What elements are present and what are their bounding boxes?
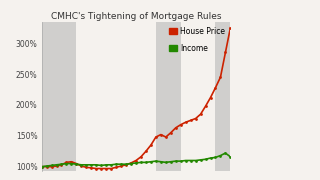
Legend: House Price, Income: House Price, Income — [168, 25, 227, 54]
Title: CMHC's Tightening of Mortgage Rules: CMHC's Tightening of Mortgage Rules — [51, 12, 221, 21]
Bar — [215, 22, 230, 171]
Bar — [156, 22, 181, 171]
Bar — [42, 22, 76, 171]
